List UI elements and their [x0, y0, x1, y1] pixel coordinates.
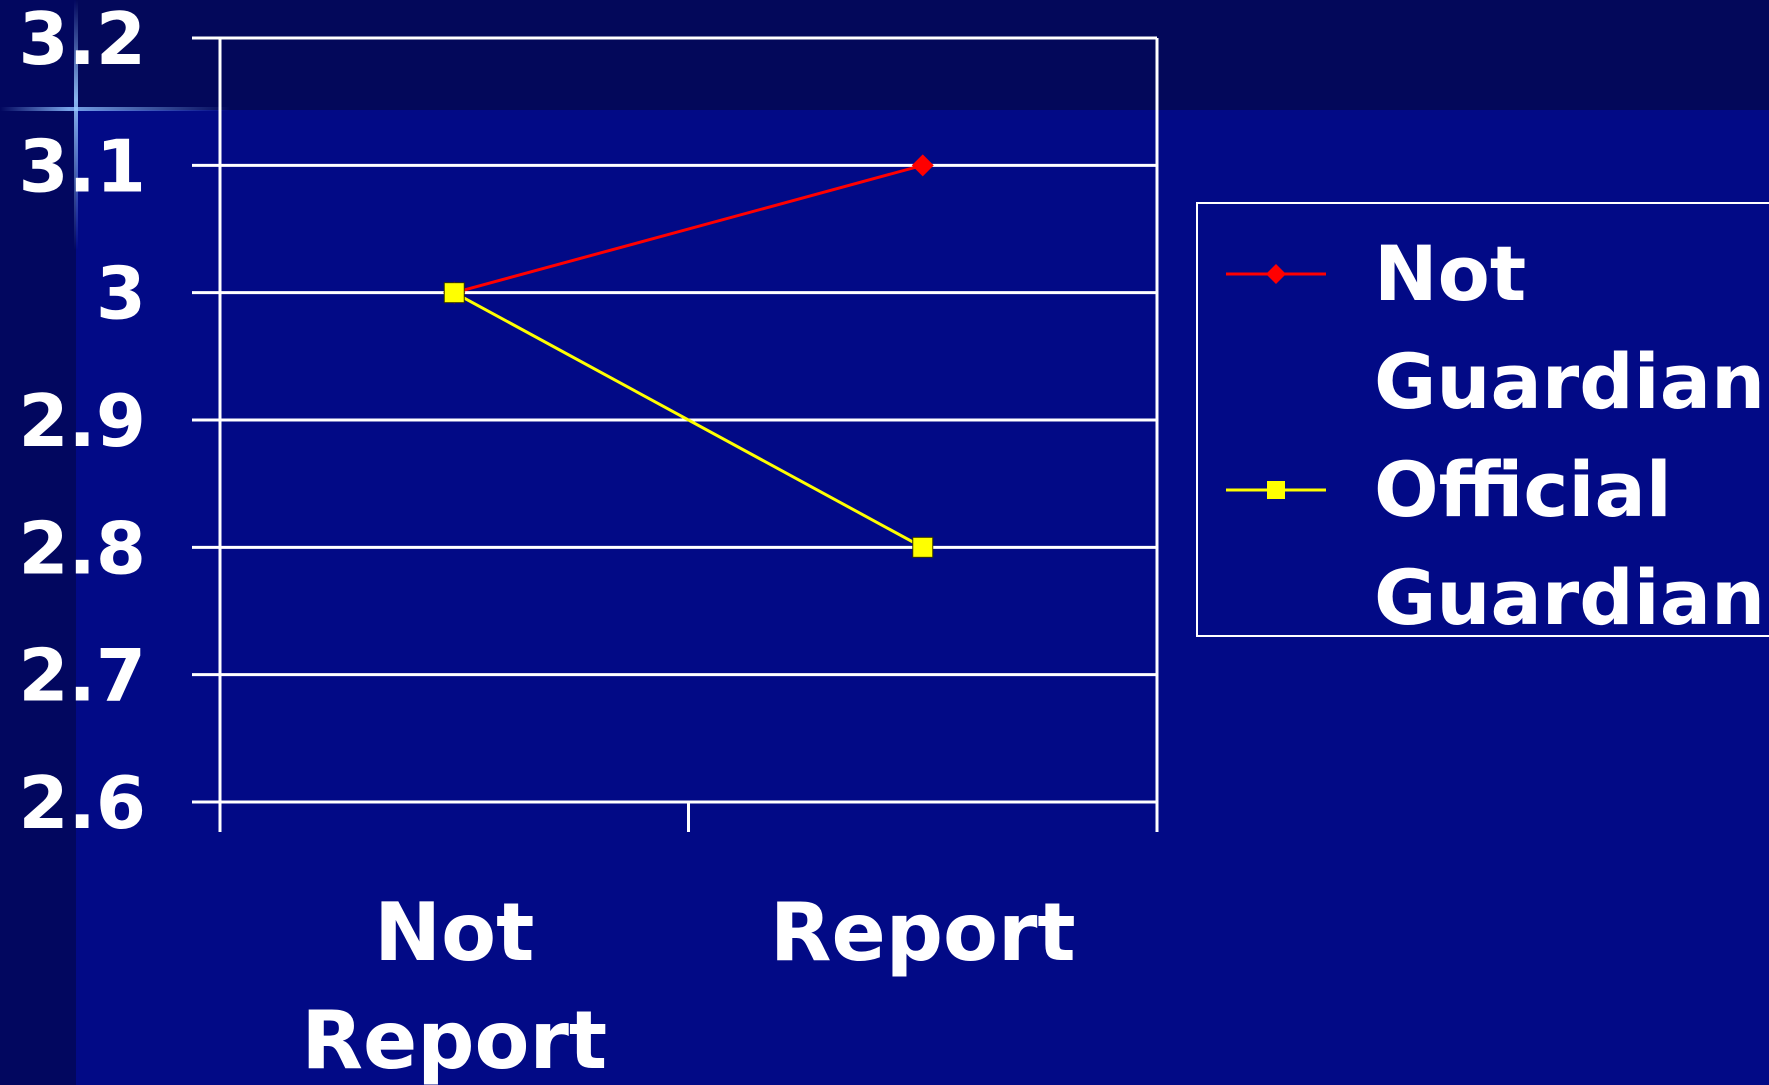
x-tick-label: Not Report: [301, 886, 607, 1085]
series-line: [453, 163, 924, 295]
data-point-diamond: [911, 154, 934, 177]
y-tick-label: 3.2: [18, 0, 146, 81]
x-tick-label: Report: [770, 886, 1076, 979]
chart-legend: Not Guardian Official Guardian: [1196, 202, 1769, 642]
series-line: [453, 291, 924, 549]
background-band-left: [0, 0, 76, 1085]
y-tick-label: 3: [96, 252, 146, 336]
legend-marker-square-icon: [1226, 481, 1326, 499]
y-tick-label: 2.9: [18, 379, 146, 463]
background-glow-horizontal: [0, 107, 230, 111]
legend-label-line-1: Official: [1374, 445, 1672, 534]
y-tick-label: 3.1: [18, 124, 146, 208]
data-point-square: [443, 282, 465, 304]
legend-label-line-2: Guardian: [1374, 337, 1766, 426]
legend-label-line-2: Guardian: [1374, 553, 1766, 642]
background-glow-vertical: [74, 0, 78, 250]
y-tick-label: 2.8: [18, 506, 146, 590]
legend-marker-diamond-icon: [1226, 264, 1326, 284]
legend-label-line-1: Not: [1374, 229, 1527, 318]
y-tick-label: 2.6: [18, 761, 146, 845]
y-tick-label: 2.7: [18, 634, 146, 718]
data-point-square: [912, 536, 934, 558]
background-band-top: [0, 0, 1769, 110]
legend-label-official-guardian: Official Guardian: [1374, 436, 1769, 652]
legend-label-not-guardian: Not Guardian: [1374, 220, 1769, 436]
